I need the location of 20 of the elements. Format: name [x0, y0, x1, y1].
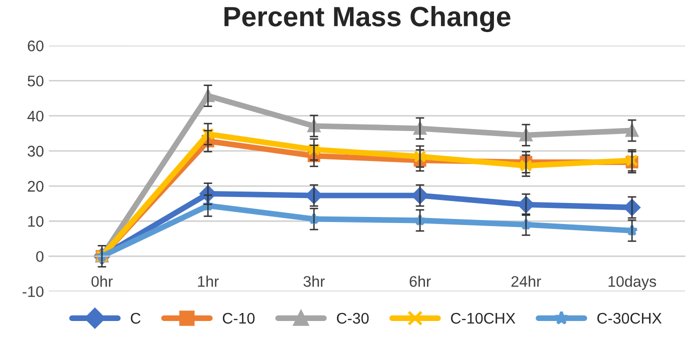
y-tick-label: -10: [22, 286, 44, 298]
legend-label: C-10: [222, 312, 255, 324]
legend-label: C-30CHX: [597, 312, 662, 324]
y-tick-label: 30: [28, 146, 44, 157]
x-tick-label: 3hr: [304, 276, 325, 287]
x-tick-label: 24hr: [511, 276, 542, 287]
chart-title: Percent Mass Change: [224, 6, 510, 32]
y-tick-label: 10: [28, 216, 44, 227]
x-tick-label: 1hr: [198, 276, 219, 287]
x-tick-label: 0hr: [91, 276, 113, 287]
y-tick-label: 0: [36, 251, 44, 262]
y-tick-label: 60: [28, 40, 44, 52]
y-tick-label: 20: [28, 180, 44, 192]
x-tick-label: 10days: [608, 276, 656, 290]
y-tick-label: 40: [27, 110, 44, 122]
legend-label: C: [130, 312, 141, 324]
legend-label: C-10CHX: [451, 312, 516, 324]
y-tick-label: 50: [28, 76, 44, 86]
legend-label: C-30: [336, 312, 369, 324]
x-tick-label: 6hr: [410, 276, 431, 287]
